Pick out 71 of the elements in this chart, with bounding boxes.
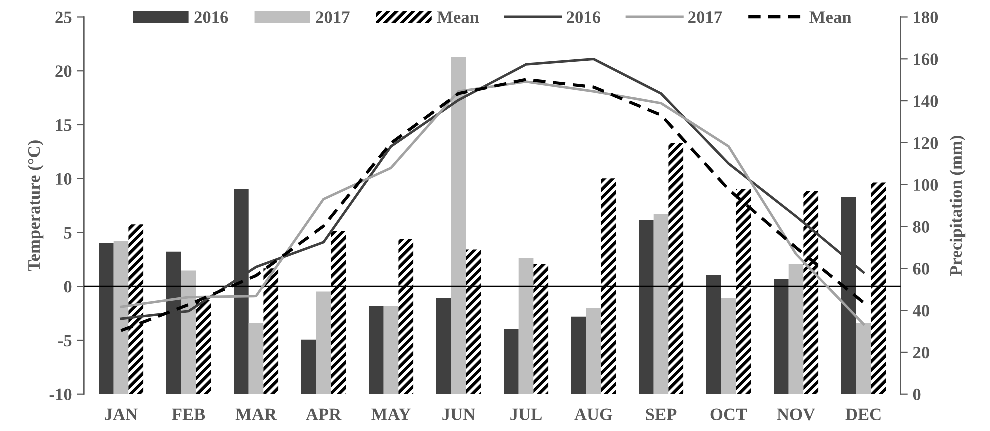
bar [639,220,654,394]
bar [504,329,519,394]
bar [586,308,602,394]
y-tick-label: 10 [56,173,72,186]
y-tick-label: 25 [56,12,72,24]
bar [721,298,736,394]
y-tick-label: 0 [64,281,72,293]
y-tick-label: 20 [56,66,72,78]
bar [128,224,144,394]
y-tick-label: 15 [56,120,72,132]
y2-tick-label: 0 [913,388,921,401]
y2-tick-label: 20 [913,346,930,359]
y-tick-label: -10 [50,388,72,401]
y2-tick-label: 60 [913,263,930,275]
bar [856,323,872,394]
bar [384,306,399,394]
y-tick-label: 5 [64,227,72,239]
x-tick-label: APR [306,408,342,420]
bar [436,298,452,394]
legend-label: 2017 [688,12,722,24]
bar [654,214,669,394]
legend-label: 2016 [567,12,601,24]
x-tick-label: JUL [510,408,542,420]
x-tick-label: OCT [710,408,748,420]
bar [369,306,384,394]
y2-tick-label: 40 [912,305,930,317]
bar [774,279,789,394]
bar [316,292,332,394]
y-axis-title: Temperature (°C) [28,140,44,272]
x-tick-label: JAN [105,408,138,420]
bar [451,57,466,394]
bar [264,268,279,394]
bar [572,316,586,394]
bar [871,182,886,394]
bar [302,340,316,394]
bar [788,264,804,394]
bar [398,239,414,394]
y2-tick-label: 140 [914,96,938,108]
bar [196,300,212,394]
x-tick-label: MAR [236,408,278,420]
y2-axis-title: Precipitation (mm) [950,136,966,276]
bar [518,258,534,394]
legend-label: 2017 [316,12,350,24]
bar [99,244,114,394]
x-tick-label: AUG [574,408,613,420]
bar [114,241,129,394]
bar [668,142,684,394]
x-tick-label: JUN [442,408,476,420]
x-tick-label: SEP [646,408,677,420]
y-tick-label: -5 [58,335,72,347]
legend-label: Mean [810,12,852,24]
x-tick-label: MAY [372,408,411,420]
bar [181,270,196,394]
bar [736,189,752,394]
x-tick-label: NOV [777,408,816,421]
x-tick-label: DEC [846,408,881,420]
y2-tick-label: 120 [914,137,938,150]
bar [804,191,819,394]
bar [331,230,346,394]
legend-label: 2016 [194,12,228,24]
x-tick-label: FEB [172,408,206,420]
bar [706,274,722,394]
legend-label: Mean [437,12,480,24]
bar [248,323,264,394]
bar [466,250,482,394]
y2-tick-label: 180 [914,12,938,24]
y2-tick-label: 80 [913,221,930,233]
bar [601,178,616,394]
y2-tick-label: 160 [914,54,938,66]
bar [534,264,549,394]
y2-tick-label: 100 [914,179,938,192]
